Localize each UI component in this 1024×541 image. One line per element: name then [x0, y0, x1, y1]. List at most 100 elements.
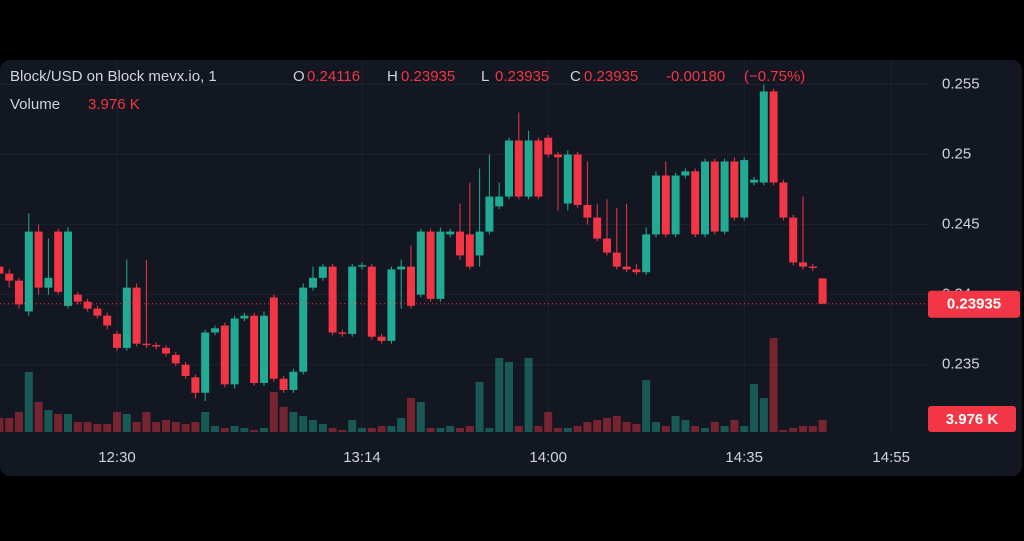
- volume-bar: [593, 420, 602, 432]
- volume-box: [928, 406, 1016, 432]
- volume-bar: [612, 416, 621, 432]
- candle-body: [260, 315, 268, 383]
- volume-box-label: 3.976 K: [946, 411, 999, 428]
- candle-body: [122, 287, 131, 348]
- candle-body: [113, 333, 121, 348]
- candle-body: [563, 154, 572, 204]
- candle-body: [309, 277, 317, 288]
- candle-body: [554, 154, 562, 158]
- candle-body: [387, 269, 396, 341]
- volume-bar: [475, 382, 484, 432]
- candle-body: [34, 231, 43, 288]
- volume-bar: [5, 418, 14, 432]
- volume-bar: [15, 412, 23, 432]
- candle-body: [240, 315, 249, 319]
- candle-body: [583, 204, 592, 218]
- candle-body: [524, 140, 533, 197]
- volume-bar: [387, 426, 396, 432]
- volume-bar: [436, 428, 445, 432]
- candle-body: [544, 137, 553, 155]
- volume-bar: [661, 426, 670, 432]
- candle-body: [661, 175, 670, 235]
- candle-body: [44, 277, 53, 288]
- candle-body: [191, 377, 200, 393]
- volume-legend-value: 3.976 K: [88, 96, 140, 113]
- candle-body: [24, 231, 33, 312]
- candle-body: [54, 231, 63, 292]
- candle-body: [622, 266, 631, 270]
- candle-body: [534, 140, 543, 197]
- y-tick-label: 0.245: [942, 216, 980, 233]
- volume-bar: [554, 428, 562, 432]
- volume-bar: [495, 358, 504, 432]
- volume-bar: [485, 428, 494, 432]
- candle-body: [328, 266, 337, 333]
- legend-label: C: [570, 68, 581, 85]
- candle-body: [93, 308, 102, 316]
- x-tick-label: 12:30: [98, 449, 136, 466]
- candle-body: [710, 161, 719, 232]
- candle-body: [338, 332, 347, 334]
- candle-body: [358, 265, 366, 267]
- last-price-box: [928, 290, 1020, 318]
- volume-bar: [505, 362, 513, 432]
- volume-bar: [426, 428, 435, 432]
- volume-bar: [750, 384, 758, 432]
- candle-body: [64, 231, 72, 306]
- volume-bar: [240, 428, 249, 432]
- volume-bar: [0, 418, 4, 432]
- volume-bar: [769, 338, 778, 432]
- candle-body: [299, 287, 308, 372]
- volume-bar: [142, 412, 151, 432]
- volume-bar: [299, 416, 308, 432]
- candle-body: [103, 315, 112, 326]
- candle-body: [162, 347, 170, 354]
- candle-body: [171, 354, 180, 364]
- volume-bar: [701, 428, 709, 432]
- change-pct: (−0.75%): [744, 68, 805, 85]
- volume-bar: [289, 412, 298, 432]
- volume-bar: [799, 426, 807, 432]
- candle-body: [495, 196, 504, 207]
- volume-bar: [818, 419, 827, 432]
- legend-label: L: [481, 68, 489, 85]
- candle-body: [632, 269, 641, 273]
- legend-label: O: [293, 68, 305, 85]
- volume-bar: [514, 426, 523, 432]
- candle-body: [769, 91, 778, 183]
- x-tick-label: 13:14: [343, 449, 381, 466]
- volume-bar: [583, 422, 592, 432]
- volume-bar: [691, 426, 700, 432]
- volume-bar: [338, 430, 347, 432]
- volume-bar: [83, 422, 92, 432]
- candle-body: [759, 91, 768, 183]
- volume-bar: [348, 420, 357, 432]
- volume-bar: [407, 398, 415, 432]
- volume-bar: [54, 414, 63, 432]
- candle-body: [250, 315, 259, 383]
- volume-bar: [652, 422, 660, 432]
- candle-body: [367, 266, 376, 337]
- candle-body: [73, 294, 82, 302]
- volume-bar: [534, 426, 543, 432]
- candle-body: [740, 160, 749, 218]
- legend-value: 0.23935: [401, 68, 455, 85]
- candle-body: [83, 301, 92, 309]
- volume-bar: [113, 412, 121, 432]
- volume-bar: [328, 428, 337, 432]
- candle-body: [514, 140, 523, 197]
- volume-bar: [73, 422, 82, 432]
- volume-bar: [671, 416, 680, 432]
- candle-body: [446, 231, 455, 235]
- candle-body: [426, 231, 435, 299]
- candle-body: [671, 175, 680, 235]
- volume-bar: [759, 398, 768, 432]
- candle-body: [348, 266, 357, 334]
- volume-bar: [24, 372, 33, 432]
- volume-bar: [220, 428, 229, 432]
- candle-body: [436, 231, 445, 299]
- legend-label: H: [387, 68, 398, 85]
- volume-bar: [64, 414, 72, 432]
- volume-bar: [122, 414, 131, 432]
